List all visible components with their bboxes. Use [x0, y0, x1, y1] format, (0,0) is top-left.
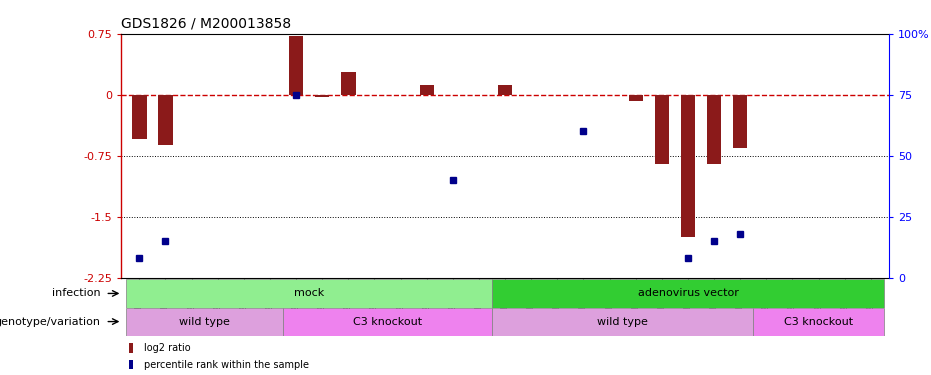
- Text: mock: mock: [294, 288, 324, 298]
- Text: log2 ratio: log2 ratio: [144, 343, 191, 353]
- Bar: [492, 308, 753, 336]
- Bar: [289, 36, 304, 95]
- Bar: [707, 95, 722, 164]
- Text: wild type: wild type: [597, 316, 648, 327]
- Bar: [753, 308, 884, 336]
- Bar: [127, 308, 283, 336]
- Bar: [132, 95, 146, 140]
- Bar: [128, 343, 133, 352]
- Bar: [733, 95, 748, 147]
- Bar: [341, 72, 356, 95]
- Bar: [420, 85, 434, 95]
- Text: adenovirus vector: adenovirus vector: [638, 288, 738, 298]
- Text: C3 knockout: C3 knockout: [784, 316, 853, 327]
- Bar: [492, 279, 884, 308]
- Bar: [128, 360, 133, 369]
- Bar: [628, 95, 643, 101]
- Text: infection: infection: [51, 288, 101, 298]
- Bar: [315, 95, 330, 97]
- Text: C3 knockout: C3 knockout: [353, 316, 422, 327]
- Text: percentile rank within the sample: percentile rank within the sample: [144, 360, 309, 370]
- Text: genotype/variation: genotype/variation: [0, 316, 101, 327]
- Text: wild type: wild type: [179, 316, 230, 327]
- Bar: [498, 85, 512, 95]
- Bar: [681, 95, 695, 237]
- Text: GDS1826 / M200013858: GDS1826 / M200013858: [121, 16, 291, 30]
- Bar: [283, 308, 492, 336]
- Bar: [654, 95, 669, 164]
- Bar: [127, 279, 492, 308]
- Bar: [158, 95, 172, 145]
